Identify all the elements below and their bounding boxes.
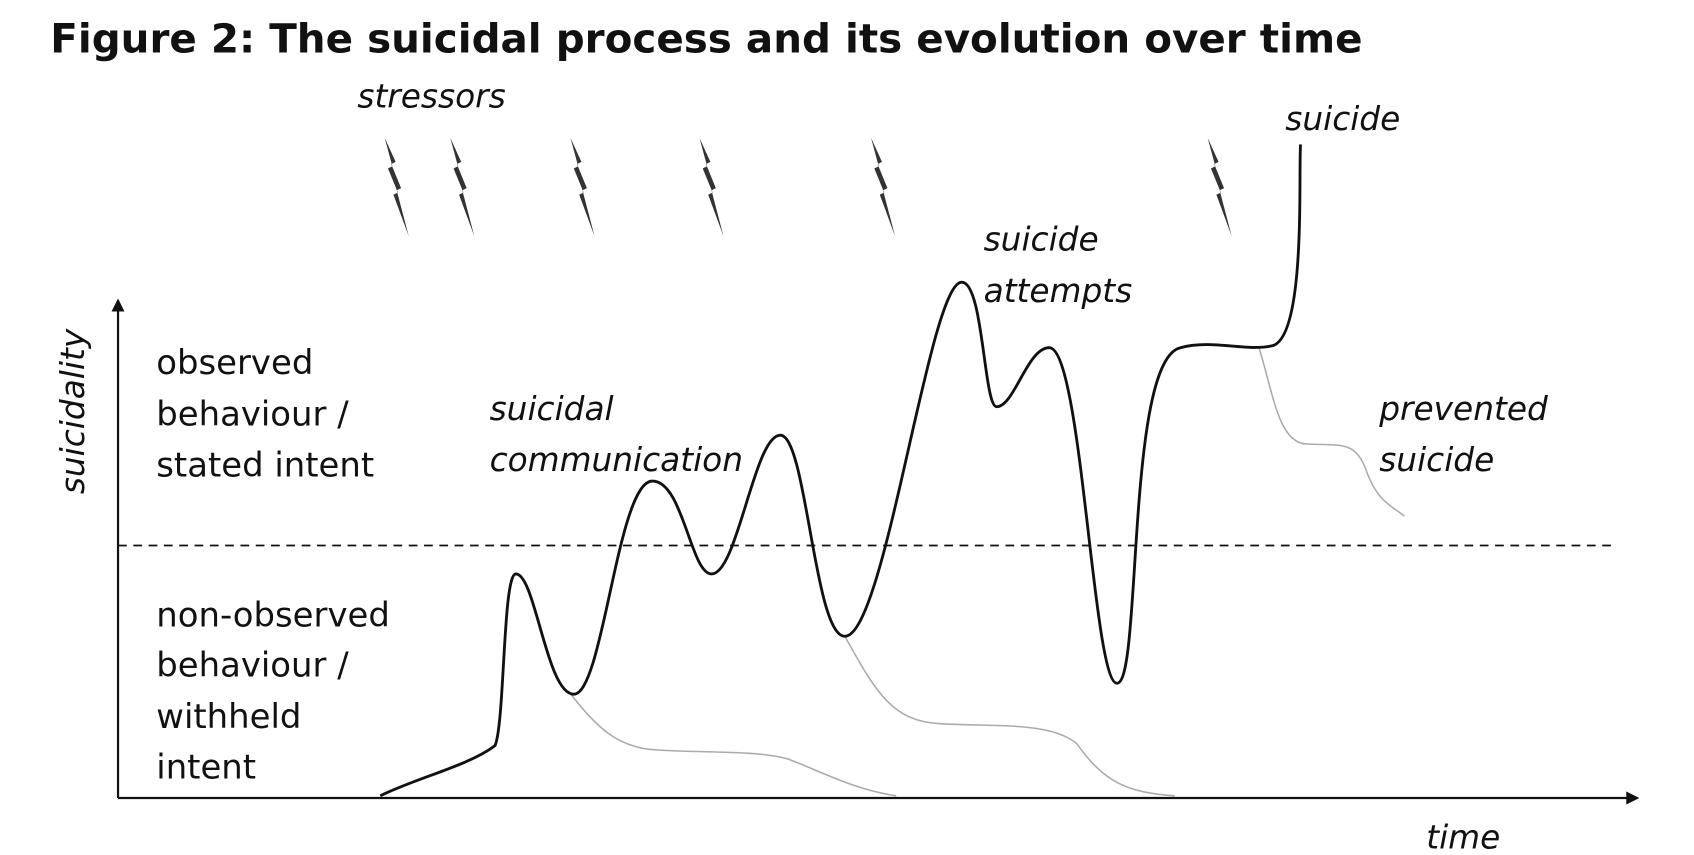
y-axis-label: suicidality (54, 328, 92, 494)
non-observed-region-label: non-observed behaviour / withheld intent (156, 595, 400, 786)
suicidal-communication-label: suicidal communication (490, 390, 743, 479)
stressors-label: stressors (357, 77, 505, 115)
decline-curves (567, 347, 1405, 797)
suicide-label: suicide (1285, 100, 1400, 138)
x-axis-label: time (1426, 818, 1500, 855)
suicide-attempts-label: suicide attempts (984, 220, 1133, 309)
suicidality-curve (379, 144, 1302, 798)
title: Figure 2: The suicidal process and its e… (50, 15, 1362, 63)
observed-region-label: observed behaviour / stated intent (156, 343, 374, 485)
prevented-suicide-label: prevented suicide (1378, 390, 1558, 479)
